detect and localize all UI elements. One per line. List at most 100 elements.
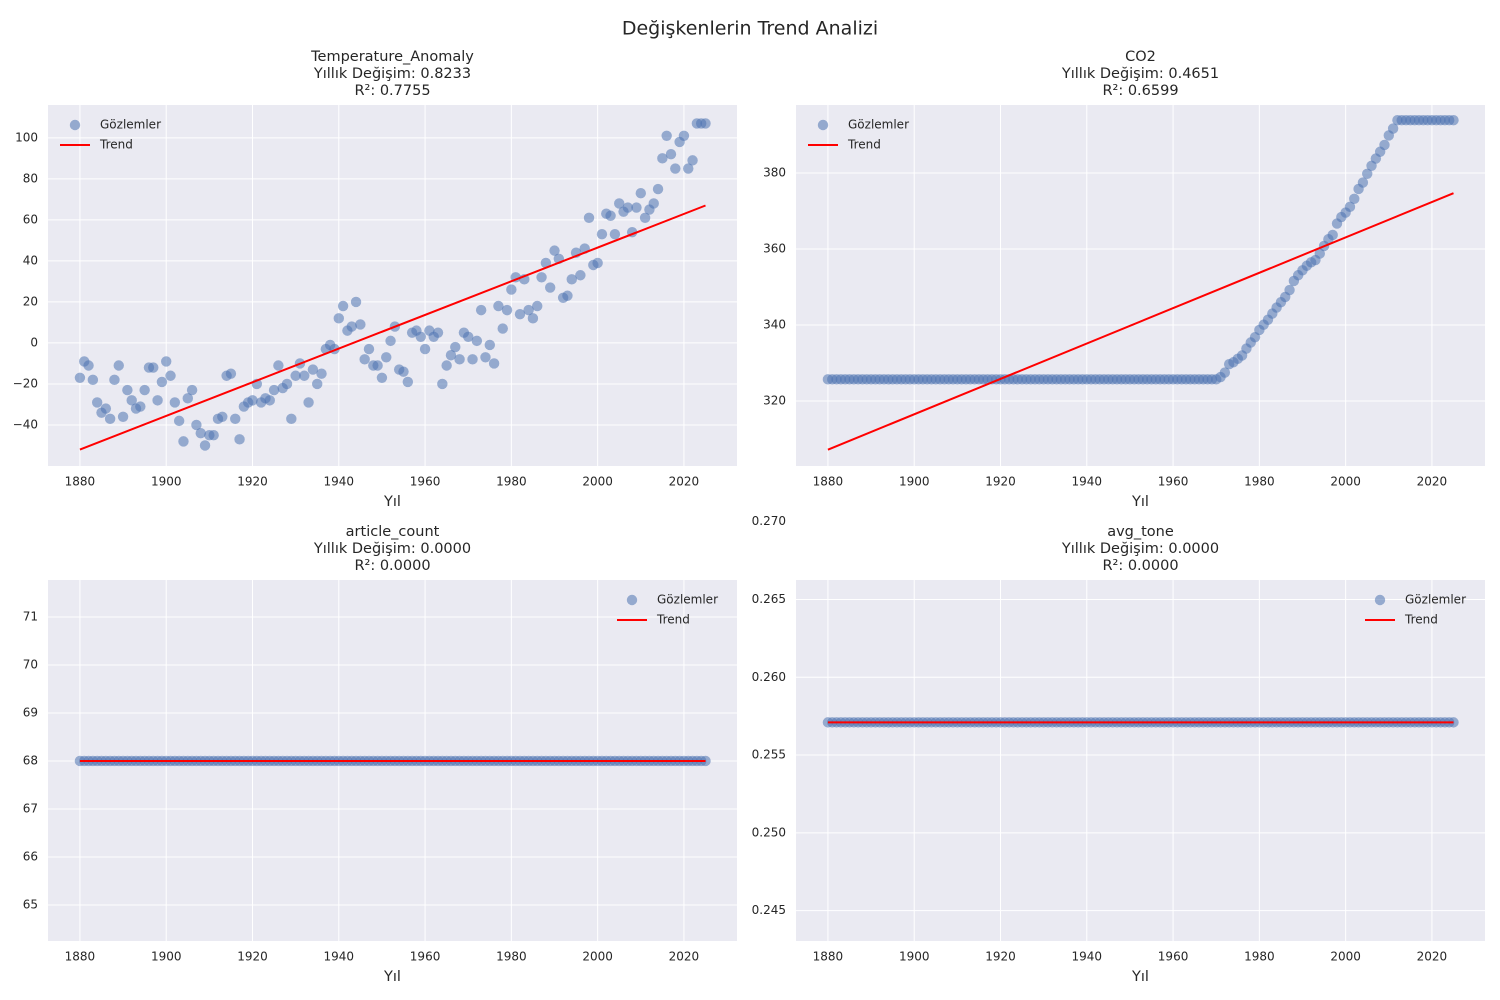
data-point xyxy=(484,339,495,351)
subplot-subtitle: R²: 0.0000 xyxy=(1102,558,1178,574)
x-tick-label: 1880 xyxy=(813,475,844,489)
y-tick-label: 0.245 xyxy=(752,903,786,917)
subplot-subtitle: R²: 0.6599 xyxy=(1102,83,1178,99)
data-point xyxy=(346,321,357,332)
x-tick-label: 1880 xyxy=(65,475,96,489)
data-point xyxy=(247,395,258,406)
data-point xyxy=(281,378,293,390)
plot-area xyxy=(796,105,1485,466)
data-point xyxy=(186,384,198,396)
legend-label: Gözlemler xyxy=(848,118,909,132)
data-point xyxy=(501,304,513,316)
x-tick-label: 2020 xyxy=(1417,950,1448,964)
data-point xyxy=(381,352,392,363)
data-point xyxy=(363,343,375,355)
data-point xyxy=(208,430,219,441)
data-point xyxy=(148,362,159,373)
data-point xyxy=(372,360,383,371)
data-point xyxy=(497,323,508,334)
data-point xyxy=(398,366,409,377)
x-tick-label: 1920 xyxy=(237,475,268,489)
data-point xyxy=(87,374,99,386)
y-tick-label: 71 xyxy=(23,609,38,623)
data-point xyxy=(109,374,120,386)
data-point xyxy=(441,360,452,371)
trend-line xyxy=(79,204,706,451)
subplot-subtitle: Yıllık Değişim: 0.0000 xyxy=(313,541,471,557)
data-point xyxy=(333,313,344,324)
y-tick-label: 320 xyxy=(763,394,786,408)
data-point xyxy=(450,341,461,353)
data-point xyxy=(467,354,478,365)
data-point xyxy=(376,372,388,384)
data-point xyxy=(1448,115,1459,126)
x-tick-label: 1960 xyxy=(1158,475,1189,489)
subplot-subtitle: R²: 0.7755 xyxy=(354,83,430,99)
data-point xyxy=(523,304,534,316)
data-point xyxy=(385,335,396,347)
data-point xyxy=(139,384,150,396)
subplot-subtitle: Yıllık Değişim: 0.0000 xyxy=(1061,541,1219,557)
data-point xyxy=(1349,193,1360,205)
data-point xyxy=(234,434,245,445)
legend-label: Trend xyxy=(99,138,133,152)
data-point xyxy=(488,358,500,369)
data-point xyxy=(635,187,646,199)
x-tick-label: 1940 xyxy=(1072,950,1103,964)
y-tick-label: 0 xyxy=(30,335,38,349)
data-point xyxy=(225,368,237,379)
data-point xyxy=(583,212,595,224)
y-tick-label: −40 xyxy=(13,417,38,431)
legend-label: Trend xyxy=(847,138,881,152)
data-point xyxy=(402,376,414,388)
data-point xyxy=(113,360,124,371)
data-point xyxy=(156,376,168,388)
x-axis-label: Yıl xyxy=(1131,969,1149,985)
data-point xyxy=(549,245,560,256)
legend-marker xyxy=(817,119,829,131)
data-point xyxy=(432,327,444,338)
legend-label: Gözlemler xyxy=(1405,593,1466,607)
y-tick-label: 60 xyxy=(23,212,38,226)
y-tick-label: 0.250 xyxy=(752,825,786,839)
data-point xyxy=(1344,201,1356,213)
data-point xyxy=(273,360,284,371)
data-point xyxy=(359,354,370,365)
data-point xyxy=(100,403,112,414)
subplot-title: article_count xyxy=(346,524,440,540)
legend-marker xyxy=(1374,594,1386,606)
x-tick-label: 1900 xyxy=(899,950,930,964)
data-point xyxy=(173,415,185,427)
data-point xyxy=(544,282,556,293)
x-tick-label: 2000 xyxy=(1330,475,1361,489)
plot-area xyxy=(796,580,1485,941)
data-point xyxy=(683,163,694,174)
legend-label: Gözlemler xyxy=(657,593,718,607)
data-point xyxy=(1284,284,1295,296)
y-tick-label: 100 xyxy=(15,130,38,144)
data-point xyxy=(104,413,116,425)
figure-title: Değişkenlerin Trend Analizi xyxy=(622,18,878,40)
data-point xyxy=(1362,168,1373,179)
subplot-title: Temperature_Anomaly xyxy=(310,49,474,65)
x-tick-label: 1960 xyxy=(1158,950,1189,964)
data-point xyxy=(415,331,426,342)
data-point xyxy=(445,350,457,361)
y-tick-label: 340 xyxy=(763,318,786,332)
data-point xyxy=(1219,367,1231,378)
data-point xyxy=(91,397,103,408)
data-point xyxy=(700,118,711,129)
x-tick-label: 2020 xyxy=(669,950,700,964)
data-point xyxy=(475,304,487,316)
data-point xyxy=(566,274,577,285)
subplot-title: avg_tone xyxy=(1107,524,1174,540)
data-point xyxy=(532,300,543,312)
data-point xyxy=(264,395,275,406)
y-tick-label: 65 xyxy=(23,897,38,911)
data-point xyxy=(575,270,586,281)
x-tick-label: 2000 xyxy=(582,950,613,964)
data-point xyxy=(1314,248,1325,259)
x-axis-label: Yıl xyxy=(383,494,401,510)
